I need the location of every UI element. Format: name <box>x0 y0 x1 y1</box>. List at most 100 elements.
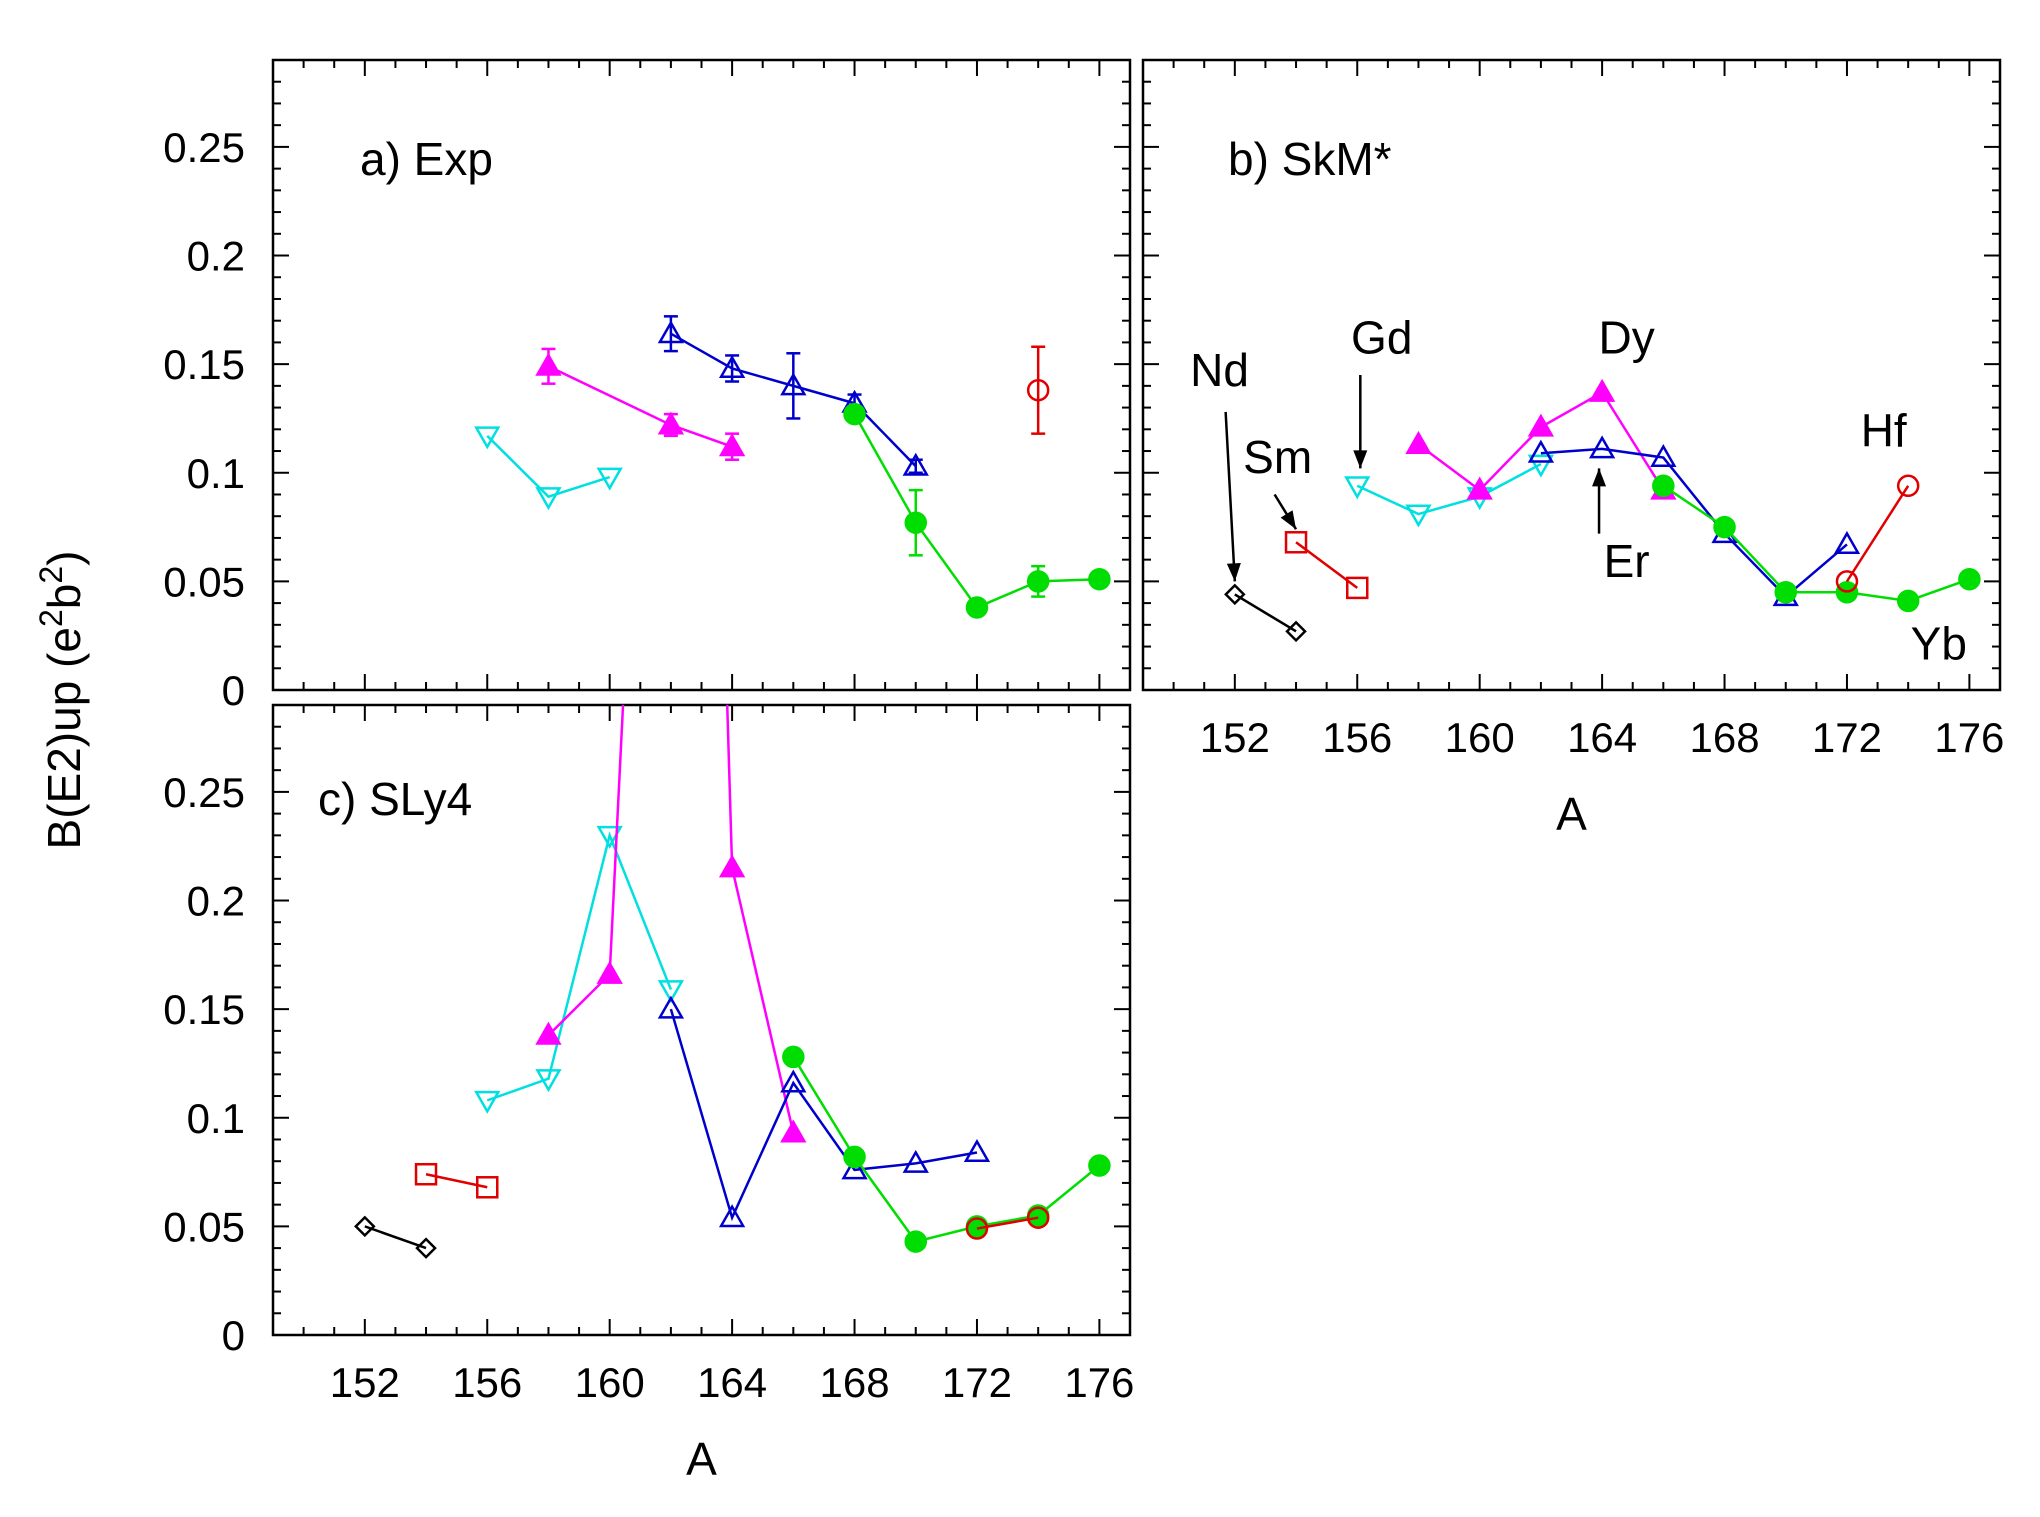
data-point <box>718 433 746 457</box>
data-point <box>474 426 501 450</box>
data-point <box>841 1156 868 1180</box>
x-tick-label: 172 <box>942 1359 1012 1406</box>
series-gd <box>474 426 623 511</box>
data-point <box>963 1138 991 1163</box>
x-axis-title: A <box>1556 788 1587 840</box>
annotation-nd: Nd <box>1190 344 1249 396</box>
data-point <box>780 372 807 396</box>
series-line <box>792 1056 1101 1244</box>
panel-label: b) SkM* <box>1228 133 1392 185</box>
data-point <box>1958 567 1981 591</box>
series-hf <box>1026 345 1050 435</box>
series-sm <box>1284 531 1369 600</box>
plot-area <box>354 705 1111 1259</box>
x-tick-label: 164 <box>1567 714 1637 761</box>
y-tick-label: 0.15 <box>163 341 245 388</box>
x-tick-label: 160 <box>1445 714 1515 761</box>
annotation-hf: Hf <box>1861 405 1907 457</box>
data-point <box>902 452 929 476</box>
series-nd <box>1224 583 1307 643</box>
data-point <box>904 511 927 534</box>
series-line <box>1845 485 1910 583</box>
data-point <box>780 1069 807 1093</box>
x-tick-label: 164 <box>697 1359 767 1406</box>
y-tick-label: 0.25 <box>163 124 245 171</box>
x-tick-label: 156 <box>1322 714 1392 761</box>
x-tick-label: 176 <box>1934 714 2004 761</box>
data-point <box>1833 530 1861 554</box>
data-point <box>1026 378 1050 402</box>
series-line <box>1662 484 1970 603</box>
data-point <box>354 1215 376 1238</box>
data-point <box>1527 413 1555 437</box>
annotation-sm: Sm <box>1243 431 1312 483</box>
data-point <box>1344 476 1371 500</box>
data-point <box>1285 620 1307 643</box>
series-hf <box>965 1206 1050 1240</box>
annotation-arrow <box>1224 411 1237 582</box>
y-tick-label: 0.25 <box>163 769 245 816</box>
series-line <box>486 434 611 499</box>
data-point <box>596 825 623 849</box>
data-point <box>535 487 562 511</box>
panel-c: 152 156 160 164 168 172 176 A 0 0.05 0.1 0.15 0.2 0.2… <box>163 703 1134 1485</box>
data-point <box>1652 474 1675 498</box>
data-point <box>535 352 562 376</box>
series-sm <box>414 1162 499 1199</box>
data-point <box>1405 430 1432 455</box>
series-er <box>1527 435 1861 607</box>
x-tick-label: 152 <box>1200 714 1270 761</box>
y-tick-label: 0.05 <box>163 558 245 605</box>
plot-area <box>1224 378 1981 643</box>
annotation-dy: Dy <box>1598 311 1654 363</box>
series-line <box>486 831 673 1102</box>
panel-b: 152 156 160 164 168 172 176 Ab) SkM* Nd Sm Gd Dy Er H… <box>1141 58 2004 840</box>
y-axis-title-base: B(E2)up (e <box>38 627 90 849</box>
data-point <box>535 1069 562 1093</box>
data-point <box>718 854 746 878</box>
data-point <box>657 411 685 435</box>
data-point <box>1896 589 1920 613</box>
y-tick-label: 0 <box>222 667 245 714</box>
annotation-arrowhead <box>1353 450 1368 469</box>
data-point <box>535 1021 562 1045</box>
y-tick-label: 0.2 <box>187 878 245 925</box>
series-line <box>669 1008 978 1222</box>
x-tick-label: 172 <box>1812 714 1882 761</box>
y-tick-label: 0.05 <box>163 1203 245 1250</box>
data-point <box>1588 378 1616 402</box>
series-hf <box>1835 474 1920 593</box>
series-yb <box>1652 474 1981 613</box>
data-point <box>1896 474 1920 498</box>
x-tick-label: 176 <box>1064 1359 1134 1406</box>
series-yb <box>782 1045 1111 1253</box>
series-line <box>853 413 1100 609</box>
series-nd <box>354 1215 437 1259</box>
data-point <box>843 1145 866 1169</box>
data-point <box>1835 570 1859 593</box>
series-er <box>657 995 991 1228</box>
data-point <box>657 320 685 344</box>
x-tick-label: 168 <box>1689 714 1759 761</box>
y-axis-title-mid: b <box>38 584 90 610</box>
series-dy <box>535 347 746 461</box>
y-tick-label: 0.1 <box>187 450 245 497</box>
data-point <box>965 1217 989 1240</box>
series-yb <box>843 402 1111 619</box>
data-point <box>718 354 746 378</box>
y-axis-title-sup2: 2 <box>33 566 69 584</box>
data-point <box>718 1204 746 1228</box>
plot-area <box>474 315 1111 619</box>
data-point <box>474 1090 501 1114</box>
data-point <box>596 960 623 984</box>
data-point <box>1026 570 1050 593</box>
data-point <box>1527 454 1555 478</box>
data-point <box>476 1176 499 1199</box>
annotation-arrowhead <box>1592 468 1607 487</box>
x-tick-label: 160 <box>575 1359 645 1406</box>
series-gd <box>474 825 685 1114</box>
data-point <box>1713 515 1736 539</box>
series-dy <box>535 705 807 1143</box>
y-tick-label: 0.15 <box>163 986 245 1033</box>
